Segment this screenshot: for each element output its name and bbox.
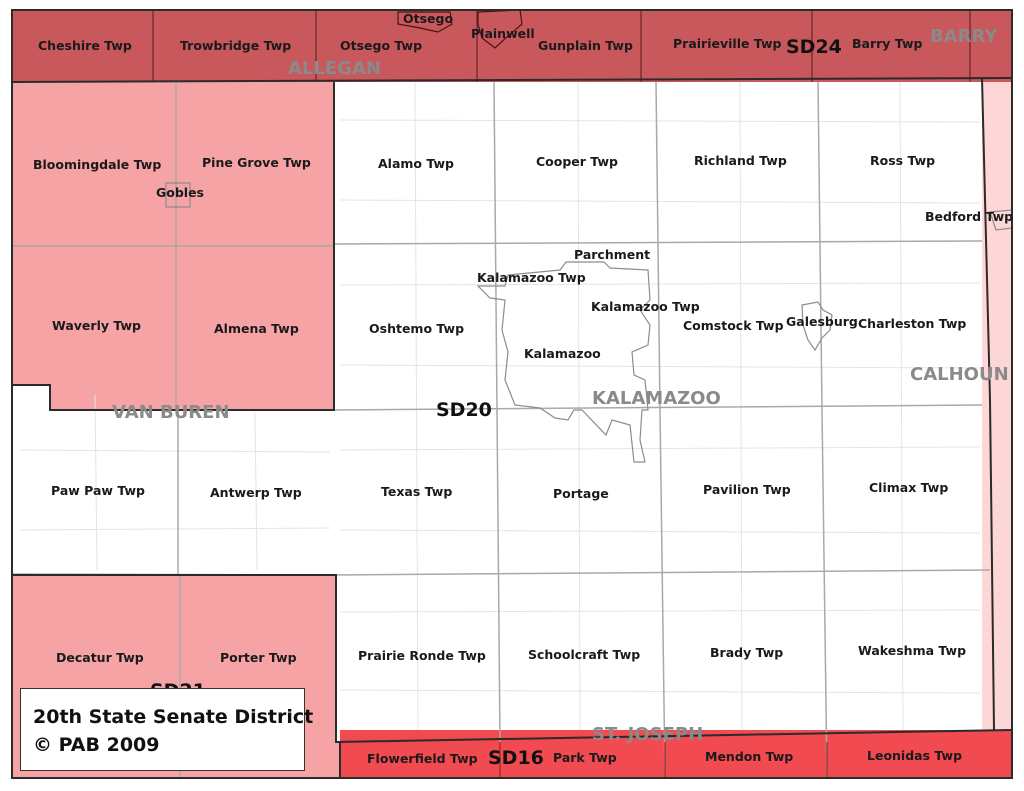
sd24-region	[12, 10, 1012, 82]
road-network	[19, 81, 981, 731]
township-label: Antwerp Twp	[210, 485, 302, 500]
district-borders	[11, 9, 1013, 779]
township-label: Pine Grove Twp	[202, 155, 311, 170]
place-labels: Otsego Plainwell Gobles Parchment Kalama…	[156, 11, 858, 501]
township-label: Pavilion Twp	[703, 482, 791, 497]
district-label-sd24: SD24	[786, 36, 842, 58]
township-label: Park Twp	[553, 750, 617, 765]
gobles-boundary	[165, 182, 191, 208]
county-allegan: ALLEGAN	[288, 58, 381, 79]
map-legend: 20th State Senate District © PAB 2009	[20, 688, 314, 771]
township-label: Flowerfield Twp	[367, 751, 478, 766]
place-label: Plainwell	[471, 26, 535, 41]
township-label: Comstock Twp	[683, 318, 784, 333]
township-label: Paw Paw Twp	[51, 483, 145, 498]
township-labels: Cheshire Twp Trowbridge Twp Otsego Twp G…	[33, 36, 1013, 766]
township-label: Porter Twp	[220, 650, 297, 665]
district-label-sd20: SD20	[436, 399, 492, 421]
township-label: Brady Twp	[710, 645, 783, 660]
legend-credit: © PAB 2009	[33, 734, 160, 756]
township-label: Texas Twp	[381, 484, 452, 499]
township-label: Gunplain Twp	[538, 38, 633, 53]
township-label: Bloomingdale Twp	[33, 157, 161, 172]
township-label: Barry Twp	[852, 36, 922, 51]
township-label: Richland Twp	[694, 153, 787, 168]
place-label: Galesburg	[786, 314, 858, 329]
township-label: Charleston Twp	[858, 316, 966, 331]
township-label: Bedford Twp	[925, 209, 1013, 224]
place-label: Gobles	[156, 185, 204, 200]
county-van-buren: VAN BUREN	[112, 402, 230, 423]
township-label: Cooper Twp	[536, 154, 618, 169]
place-label: Parchment	[574, 247, 650, 262]
township-label: Cheshire Twp	[38, 38, 132, 53]
legend-title: 20th State Senate District	[33, 706, 314, 728]
township-label: Prairieville Twp	[673, 36, 782, 51]
sd16-region	[340, 730, 1012, 778]
township-label: Otsego Twp	[340, 38, 422, 53]
city-boundaries	[165, 9, 1013, 463]
sd19-region	[982, 82, 1012, 730]
township-label: Leonidas Twp	[867, 748, 962, 763]
kalamazoo-city-boundary	[476, 261, 651, 463]
county-calhoun: CALHOUN	[910, 364, 1009, 385]
sd24-dividers	[152, 10, 971, 82]
township-label: Trowbridge Twp	[180, 38, 291, 53]
township-label: Alamo Twp	[378, 156, 454, 171]
place-label: Portage	[553, 486, 609, 501]
township-label: Kalamazoo Twp	[477, 270, 586, 285]
place-label: Otsego	[403, 11, 453, 26]
galesburg-boundary	[801, 301, 833, 352]
township-label: Wakeshma Twp	[858, 643, 966, 658]
township-label: Prairie Ronde Twp	[358, 648, 486, 663]
township-label: Decatur Twp	[56, 650, 144, 665]
otsego-city-boundary	[397, 11, 453, 33]
county-kalamazoo: KALAMAZOO	[592, 388, 721, 409]
county-labels: ALLEGAN BARRY VAN BUREN KALAMAZOO CALHOU…	[112, 26, 1009, 745]
sd16-dividers	[499, 742, 828, 778]
township-grid	[11, 81, 991, 779]
plainwell-boundary	[477, 9, 523, 49]
township-label: Oshtemo Twp	[369, 321, 464, 336]
township-label: Waverly Twp	[52, 318, 141, 333]
place-label: Kalamazoo	[524, 346, 601, 361]
township-label: Climax Twp	[869, 480, 948, 495]
county-barry: BARRY	[930, 26, 998, 47]
township-label: Schoolcraft Twp	[528, 647, 640, 662]
township-label: Kalamazoo Twp	[591, 299, 700, 314]
county-st-joseph: ST. JOSEPH	[592, 724, 703, 745]
township-label: Almena Twp	[214, 321, 299, 336]
district-label-sd16: SD16	[488, 747, 544, 769]
township-label: Ross Twp	[870, 153, 935, 168]
township-label: Mendon Twp	[705, 749, 793, 764]
